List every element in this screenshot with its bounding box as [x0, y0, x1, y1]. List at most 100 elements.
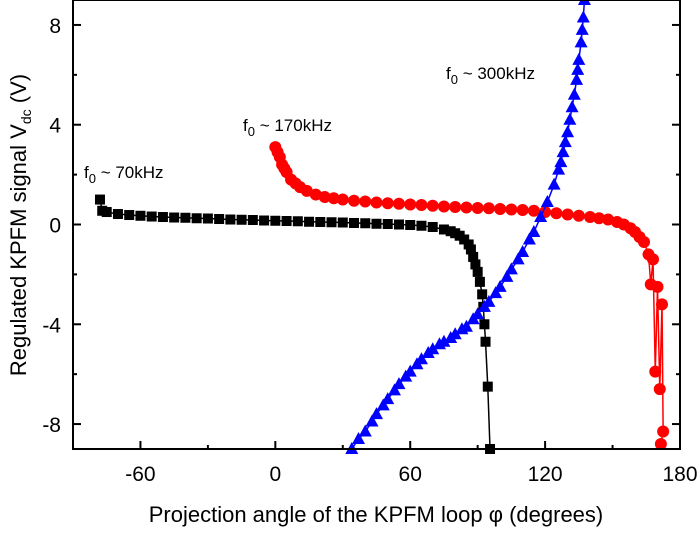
data-point — [572, 52, 586, 65]
data-point — [534, 210, 548, 223]
data-point — [304, 216, 315, 227]
data-point — [94, 194, 105, 205]
series-0 — [94, 194, 496, 454]
data-point — [570, 72, 584, 85]
data-point — [437, 200, 450, 213]
data-point — [381, 197, 394, 210]
data-point — [460, 201, 473, 214]
series-layer — [94, 0, 670, 454]
data-point — [180, 212, 191, 223]
data-point — [326, 217, 337, 228]
x-tick-label: 60 — [399, 463, 422, 486]
data-point — [236, 214, 247, 225]
series-line — [99, 199, 491, 450]
data-point — [576, 10, 590, 23]
data-point — [482, 294, 496, 307]
data-point — [191, 213, 202, 224]
data-point — [214, 214, 225, 225]
data-point — [558, 135, 572, 148]
data-point — [414, 352, 428, 365]
data-point — [392, 377, 406, 390]
data-point — [556, 145, 570, 158]
data-point — [511, 252, 525, 265]
data-point — [477, 289, 488, 300]
data-point — [437, 334, 451, 347]
data-point — [371, 218, 382, 229]
data-point — [376, 398, 390, 411]
data-point — [202, 213, 213, 224]
x-tick-label: -60 — [125, 463, 155, 486]
data-point — [225, 214, 236, 225]
data-point — [416, 220, 427, 231]
data-point — [281, 216, 292, 227]
y-axis-label: Regulated KPFM signal Vdc (V) — [6, 74, 34, 376]
data-point — [504, 262, 518, 275]
y-tick-label: -8 — [42, 414, 61, 437]
data-point — [571, 62, 585, 75]
data-point — [381, 392, 395, 405]
data-point — [602, 213, 615, 226]
data-point — [426, 342, 440, 355]
data-point — [656, 298, 669, 311]
data-point — [654, 438, 667, 451]
data-point — [479, 319, 490, 330]
data-point — [482, 381, 493, 392]
data-point — [471, 202, 484, 215]
data-point — [415, 199, 428, 212]
data-point — [527, 204, 540, 217]
annotation-70khz: f0 ~ 70kHz — [84, 163, 164, 186]
data-point — [157, 212, 168, 223]
data-point — [259, 215, 270, 226]
data-point — [370, 196, 383, 209]
series-line — [274, 146, 664, 445]
data-point — [449, 201, 462, 214]
data-point — [577, 0, 591, 5]
x-tick-label: 0 — [269, 463, 281, 486]
data-point — [574, 35, 588, 48]
y-tick-label: 0 — [49, 215, 61, 238]
data-point — [327, 192, 340, 205]
data-point — [482, 202, 495, 215]
data-point — [651, 280, 664, 293]
data-point — [522, 232, 536, 245]
data-point — [494, 203, 507, 216]
data-point — [493, 279, 507, 292]
data-point — [471, 307, 485, 320]
data-point — [638, 235, 651, 248]
data-point — [124, 210, 135, 221]
data-point — [572, 209, 585, 222]
data-point — [426, 199, 439, 212]
data-point — [315, 217, 326, 228]
series-1 — [269, 141, 670, 451]
data-point — [360, 218, 371, 229]
y-tick-label: 8 — [49, 15, 61, 38]
data-point — [365, 414, 379, 427]
annotation-300khz: f0 ~ 300kHz — [446, 64, 535, 87]
data-point — [516, 204, 529, 217]
data-point — [470, 259, 481, 270]
data-point — [270, 215, 281, 226]
data-point — [505, 203, 518, 216]
data-point — [468, 251, 479, 262]
data-point — [427, 221, 438, 232]
data-point — [358, 424, 372, 437]
data-point — [349, 218, 360, 229]
data-point — [593, 212, 606, 225]
data-point — [300, 184, 313, 197]
data-point — [584, 211, 597, 224]
data-point — [169, 212, 180, 223]
data-point — [561, 208, 574, 221]
data-point — [500, 269, 514, 282]
data-point — [112, 209, 123, 220]
data-point — [552, 162, 566, 175]
data-point — [563, 112, 577, 125]
data-point — [146, 211, 157, 222]
data-point — [540, 195, 554, 208]
data-point — [480, 336, 491, 347]
data-point — [465, 244, 476, 255]
data-point — [101, 207, 112, 218]
data-point — [352, 432, 366, 445]
data-point — [336, 193, 349, 206]
data-point — [448, 327, 462, 340]
